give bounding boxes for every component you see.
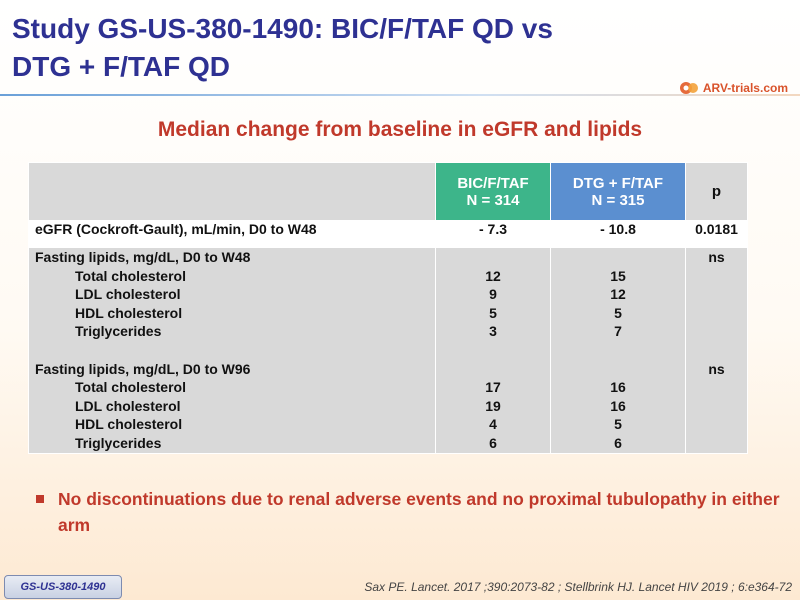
arm1-n: N = 314 <box>466 191 520 209</box>
title-divider <box>0 94 800 96</box>
lipids-w48-label: Fasting lipids, mg/dL, D0 to W48 <box>35 249 251 265</box>
w48-total-arm2: 15 <box>610 267 626 284</box>
reference-citation: Sax PE. Lancet. 2017 ;390:2073-82 ; Stel… <box>364 580 792 594</box>
w96-total-arm2: 16 <box>610 379 626 396</box>
spacer <box>35 341 429 360</box>
header-blank-cell <box>28 162 436 221</box>
w48-total-label: Total cholesterol <box>75 267 186 284</box>
w48-p: ns <box>708 249 725 265</box>
lipids-p-cell: ns ns <box>685 247 748 454</box>
lipids-arm2-cell: 15 12 5 7 16 16 5 6 <box>550 247 686 454</box>
spacer <box>442 341 544 360</box>
spacer <box>692 322 741 341</box>
spacer <box>557 341 679 360</box>
egfr-label: eGFR (Cockroft-Gault), mL/min, D0 to W48 <box>28 220 436 248</box>
lipids-arm1-cell: 12 9 5 3 17 19 4 6 <box>435 247 551 454</box>
w96-total-label: Total cholesterol <box>75 379 186 396</box>
conclusion-text: No discontinuations due to renal adverse… <box>58 489 780 535</box>
header-p: p <box>685 162 748 221</box>
w96-hdl-label: HDL cholesterol <box>75 416 183 433</box>
arm2-n: N = 315 <box>591 191 645 209</box>
w96-tg-arm1: 6 <box>489 434 497 451</box>
conclusion-bullet: No discontinuations due to renal adverse… <box>36 486 786 538</box>
w96-ldl-arm1: 19 <box>485 397 501 414</box>
lipids-labels-cell: Fasting lipids, mg/dL, D0 to W48 Total c… <box>28 247 436 454</box>
egfr-arm1: - 7.3 <box>435 220 551 248</box>
w48-hdl-label: HDL cholesterol <box>75 304 183 321</box>
w96-hdl-arm2: 5 <box>614 416 622 433</box>
slide-title: Study GS-US-380-1490: BIC/F/TAF QD vs DT… <box>12 10 652 86</box>
slide-subtitle: Median change from baseline in eGFR and … <box>157 118 643 141</box>
spacer <box>442 360 544 379</box>
lipids-w96-label: Fasting lipids, mg/dL, D0 to W96 <box>35 360 251 377</box>
w48-tg-arm2: 7 <box>614 323 622 340</box>
spacer <box>557 360 679 379</box>
w96-tg-label: Triglycerides <box>75 434 162 451</box>
header-arm2: DTG + F/TAF N = 315 <box>550 162 686 221</box>
table-row-egfr: eGFR (Cockroft-Gault), mL/min, D0 to W48… <box>28 220 748 248</box>
w48-total-arm1: 12 <box>485 267 501 284</box>
table-header-row: BIC/F/TAF N = 314 DTG + F/TAF N = 315 p <box>28 162 748 221</box>
arv-logo-icon <box>679 82 698 94</box>
arv-trials-logo: ARV-trials.com <box>679 76 788 100</box>
w96-ldl-label: LDL cholesterol <box>75 397 181 414</box>
w96-ldl-arm2: 16 <box>610 397 626 414</box>
square-bullet-icon <box>36 495 44 503</box>
spacer <box>692 341 741 360</box>
spacer <box>557 248 679 267</box>
arm2-name: DTG + F/TAF <box>572 174 664 192</box>
spacer <box>692 285 741 304</box>
results-table: BIC/F/TAF N = 314 DTG + F/TAF N = 315 p … <box>28 162 748 454</box>
w48-tg-arm1: 3 <box>489 323 497 340</box>
w48-hdl-arm1: 5 <box>489 304 497 321</box>
egfr-arm2: - 10.8 <box>550 220 686 248</box>
w48-hdl-arm2: 5 <box>614 304 622 321</box>
spacer <box>442 248 544 267</box>
table-row-lipids: Fasting lipids, mg/dL, D0 to W48 Total c… <box>28 247 748 454</box>
logo-text: ARV-trials.com <box>702 81 788 95</box>
w48-ldl-arm2: 12 <box>610 286 626 303</box>
spacer <box>692 304 741 323</box>
w48-tg-label: Triglycerides <box>75 323 162 340</box>
w96-hdl-arm1: 4 <box>489 416 497 433</box>
arm1-name: BIC/F/TAF <box>457 174 529 192</box>
w96-total-arm1: 17 <box>485 379 501 396</box>
spacer <box>692 267 741 286</box>
w96-p: ns <box>708 360 725 377</box>
egfr-p: 0.0181 <box>685 220 748 248</box>
slide-title-line-2: DTG + F/TAF QD <box>12 51 231 82</box>
slide-title-line-1: Study GS-US-380-1490: BIC/F/TAF QD vs <box>12 13 553 44</box>
study-tag: GS-US-380-1490 <box>4 575 122 599</box>
header-arm1: BIC/F/TAF N = 314 <box>435 162 551 221</box>
w48-ldl-arm1: 9 <box>489 286 497 303</box>
w96-tg-arm2: 6 <box>614 434 622 451</box>
w48-ldl-label: LDL cholesterol <box>75 286 181 303</box>
